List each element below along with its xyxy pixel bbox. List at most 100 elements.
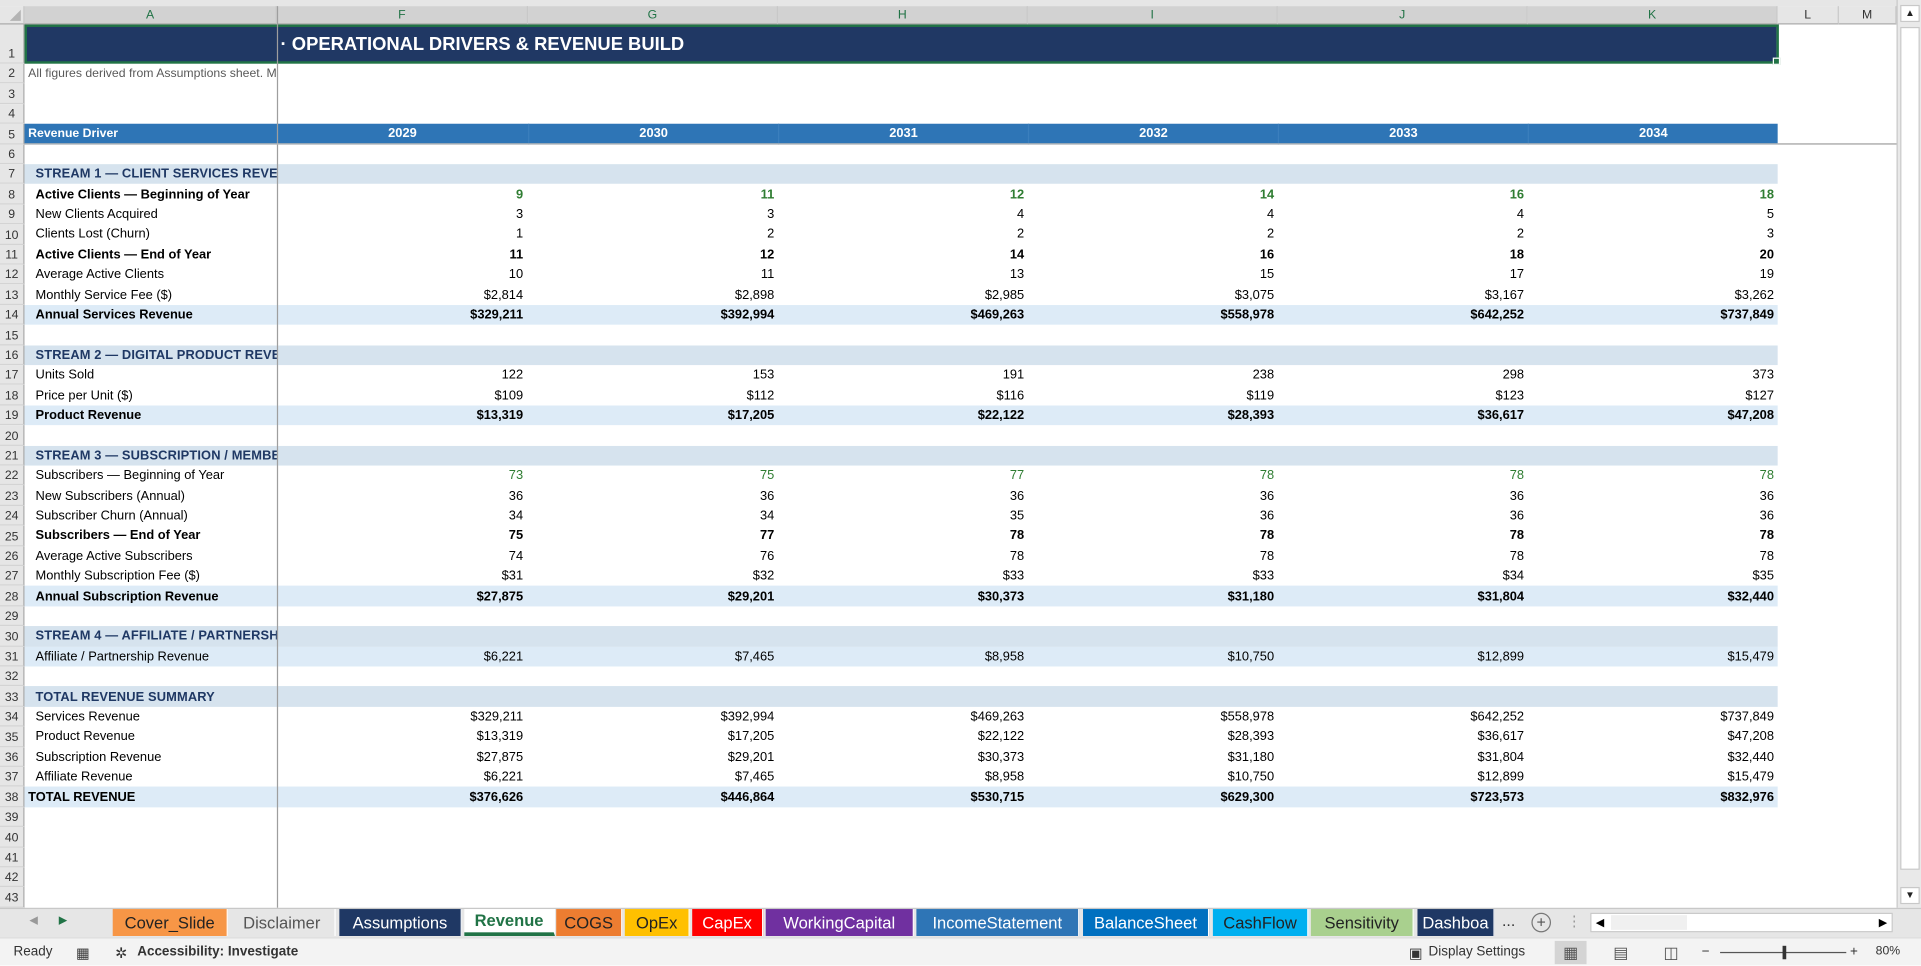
row-label[interactable]: Product Revenue (35, 407, 142, 423)
add-sheet-button[interactable]: + (1531, 912, 1552, 933)
row-label[interactable]: Units Sold (35, 367, 95, 383)
row-number[interactable]: 20 (0, 425, 25, 446)
row-label[interactable]: Product Revenue (35, 729, 135, 745)
value-cell[interactable]: 4 (1516, 207, 1525, 222)
value-cell[interactable]: 12 (759, 247, 775, 262)
value-cell[interactable]: 78 (1759, 468, 1774, 483)
value-cell[interactable]: 12 (1009, 186, 1025, 202)
value-cell[interactable]: 78 (1259, 548, 1275, 564)
value-cell[interactable]: 15 (1259, 267, 1275, 283)
row-number[interactable]: 32 (0, 666, 25, 687)
page-title[interactable]: · OPERATIONAL DRIVERS & REVENUE BUILD (280, 33, 685, 55)
value-cell[interactable]: 11 (760, 186, 775, 202)
value-cell[interactable]: $6,221 (483, 649, 524, 664)
value-cell[interactable]: $31,180 (1227, 588, 1275, 604)
column-header-m[interactable]: M (1838, 6, 1897, 25)
year-header[interactable]: 2030 (528, 123, 778, 145)
value-cell[interactable]: $558,978 (1220, 307, 1275, 323)
row-label[interactable]: Subscriber Churn (Annual) (35, 508, 188, 524)
sheet-tab-incomestatement[interactable]: IncomeStatement (916, 909, 1080, 936)
value-cell[interactable]: 35 (1009, 508, 1025, 524)
sheet-tab-cogs[interactable]: COGS (556, 909, 623, 936)
value-cell[interactable]: $329,211 (470, 307, 524, 323)
splitter-handle-icon[interactable]: ⋮ (1566, 912, 1582, 930)
display-settings-icon[interactable]: ▣ (1408, 944, 1423, 962)
row-number[interactable]: 31 (0, 646, 25, 667)
value-cell[interactable]: $31 (501, 568, 524, 584)
value-cell[interactable]: 20 (1759, 247, 1774, 262)
page-layout-view-button[interactable]: ▤ (1613, 942, 1629, 962)
sheet-tab-revenue[interactable]: Revenue (464, 909, 555, 936)
value-cell[interactable]: 18 (1759, 186, 1774, 202)
sheet-tab-disclaimer[interactable]: Disclaimer (229, 909, 336, 936)
row-number[interactable]: 12 (0, 264, 25, 285)
row-number[interactable]: 4 (0, 103, 25, 124)
row-label[interactable]: Monthly Service Fee ($) (35, 287, 173, 303)
year-header[interactable]: 2032 (1027, 123, 1278, 145)
value-cell[interactable]: $47,208 (1727, 407, 1774, 423)
value-cell[interactable]: 78 (1759, 528, 1774, 544)
value-cell[interactable]: $47,208 (1727, 729, 1774, 745)
value-cell[interactable]: 36 (1759, 508, 1774, 524)
row-label[interactable]: Services Revenue (35, 709, 140, 725)
value-cell[interactable]: 5 (1766, 207, 1774, 222)
row-label[interactable]: Average Active Clients (35, 267, 165, 283)
row-number[interactable]: 23 (0, 485, 25, 506)
row-number[interactable]: 37 (0, 766, 25, 788)
value-cell[interactable]: $31,804 (1477, 588, 1525, 604)
value-cell[interactable]: 3 (767, 207, 775, 222)
tab-scroll-left-icon[interactable]: ◀ (29, 913, 38, 927)
value-cell[interactable]: $469,263 (970, 709, 1025, 725)
value-cell[interactable]: 238 (1252, 367, 1275, 383)
horizontal-scrollbar[interactable]: ◀ ▶ (1590, 912, 1893, 933)
value-cell[interactable]: $29,201 (727, 588, 775, 604)
row-number[interactable]: 27 (0, 566, 25, 587)
value-cell[interactable]: $12,899 (1477, 769, 1525, 785)
row-number[interactable]: 25 (0, 525, 25, 546)
value-cell[interactable]: 13 (1009, 267, 1025, 283)
row-number[interactable]: 16 (0, 344, 25, 366)
value-cell[interactable]: $36,617 (1477, 407, 1525, 423)
row-number[interactable]: 17 (0, 365, 25, 386)
value-cell[interactable]: $112 (746, 387, 775, 403)
column-header-g[interactable]: G (528, 6, 778, 25)
sheet-tab-cover-slide[interactable]: Cover_Slide (112, 909, 228, 936)
value-cell[interactable]: $737,849 (1720, 709, 1774, 725)
value-cell[interactable]: $33 (1252, 568, 1275, 584)
row-number[interactable]: 18 (0, 385, 25, 406)
value-cell[interactable]: $32,440 (1727, 588, 1774, 604)
value-cell[interactable]: 77 (759, 528, 775, 544)
macro-record-icon[interactable]: ▦ (75, 944, 90, 962)
selected-cell-range[interactable] (24, 24, 1779, 64)
scroll-right-icon[interactable]: ▶ (1878, 916, 1888, 929)
row-number[interactable]: 3 (0, 83, 25, 104)
value-cell[interactable]: 16 (1259, 247, 1275, 262)
value-cell[interactable]: $8,958 (984, 769, 1025, 785)
value-cell[interactable]: $558,978 (1220, 709, 1275, 725)
value-cell[interactable]: $629,300 (1220, 789, 1275, 805)
value-cell[interactable]: $832,976 (1720, 789, 1774, 805)
value-cell[interactable]: $7,465 (734, 649, 775, 664)
value-cell[interactable]: $2,898 (734, 287, 775, 303)
value-cell[interactable]: 36 (1509, 488, 1525, 504)
value-cell[interactable]: $392,994 (720, 307, 775, 323)
value-cell[interactable]: 78 (1259, 528, 1275, 544)
row-number[interactable]: 42 (0, 867, 25, 888)
row-number[interactable]: 22 (0, 465, 25, 486)
value-cell[interactable]: 78 (1009, 548, 1025, 564)
value-cell[interactable]: $6,221 (483, 769, 524, 785)
value-cell[interactable]: 78 (1009, 528, 1025, 544)
sheet-tab-sensitivity[interactable]: Sensitivity (1310, 909, 1414, 936)
value-cell[interactable]: $329,211 (470, 709, 524, 725)
row-label[interactable]: TOTAL REVENUE (28, 789, 136, 805)
value-cell[interactable]: $34 (1502, 568, 1525, 584)
row-label[interactable]: Active Clients — End of Year (35, 247, 212, 262)
value-cell[interactable]: 373 (1752, 367, 1774, 383)
value-cell[interactable]: $642,252 (1470, 307, 1525, 323)
value-cell[interactable]: $29,201 (727, 749, 775, 765)
row-number[interactable]: 8 (0, 184, 25, 205)
scroll-down-icon[interactable]: ▼ (1900, 886, 1920, 905)
value-cell[interactable]: 191 (1002, 367, 1025, 383)
value-cell[interactable]: $3,262 (1734, 287, 1774, 303)
row-label[interactable]: Subscribers — Beginning of Year (35, 468, 225, 483)
